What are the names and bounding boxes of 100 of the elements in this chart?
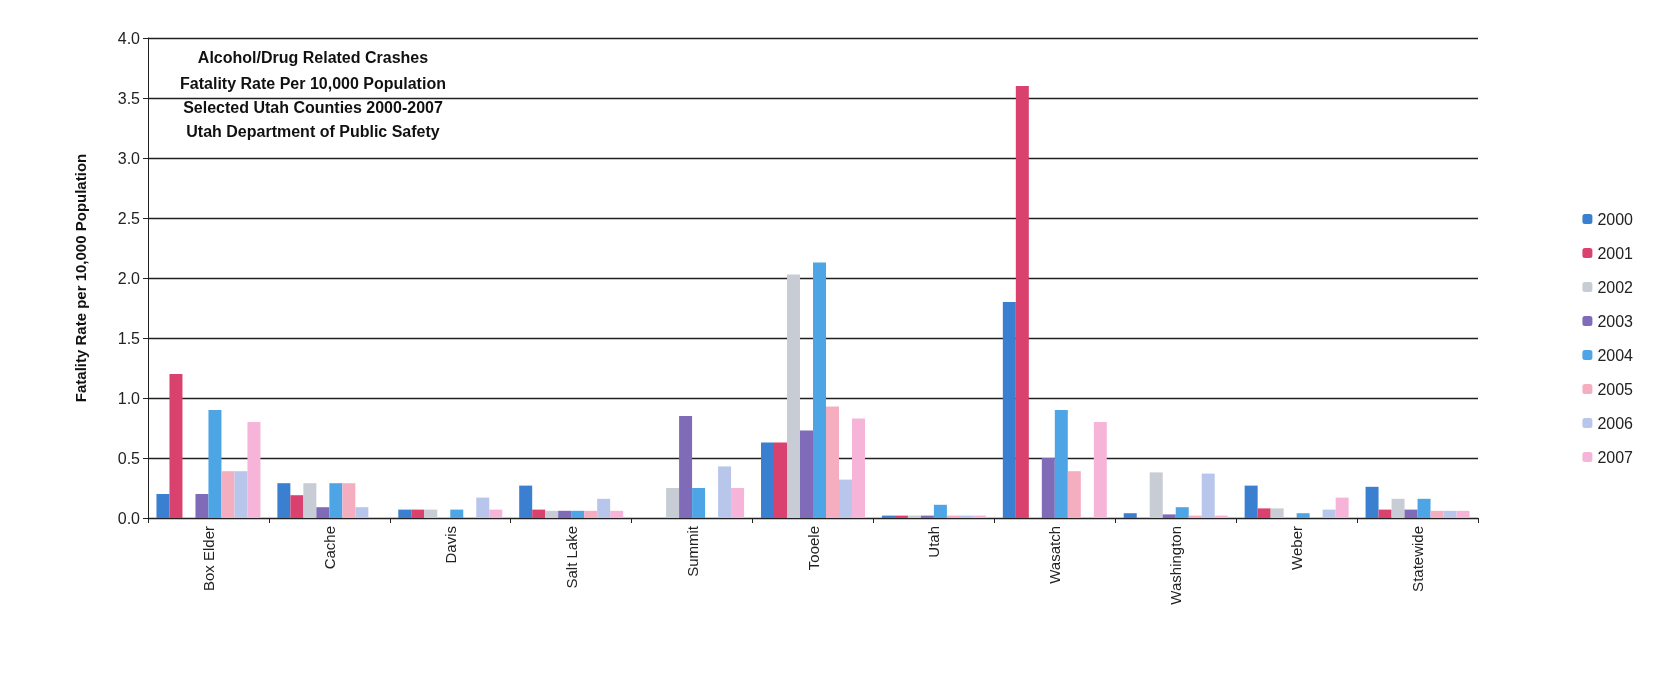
bar <box>221 471 235 518</box>
bar <box>1456 510 1470 518</box>
y-axis-title: Fatality Rate per 10,000 Population <box>72 153 89 403</box>
x-tick-label: Weber <box>1288 526 1306 570</box>
x-tick-label: Box Elder <box>199 526 217 592</box>
bar <box>450 509 464 518</box>
bar <box>398 509 412 518</box>
x-tick-label: Washington <box>1167 526 1185 605</box>
legend-label: 2002 <box>1597 278 1634 296</box>
bar <box>851 418 865 518</box>
bar <box>1335 497 1349 518</box>
bar <box>277 483 291 518</box>
bar <box>316 507 330 518</box>
bar <box>692 488 706 518</box>
legend-label: 2004 <box>1597 346 1634 364</box>
bar <box>1378 509 1392 518</box>
bar <box>1244 485 1258 518</box>
x-tick-label: Statewide <box>1409 526 1427 592</box>
text: Fatality Rate Per 10,000 Population <box>180 74 446 92</box>
x-tick-label: Tooele <box>804 526 822 571</box>
x-tick-label: Davis <box>441 526 459 564</box>
bar <box>169 374 183 518</box>
y-tick-label: 3.5 <box>117 89 141 107</box>
bar <box>571 510 585 518</box>
bar <box>1054 410 1068 518</box>
bar <box>156 494 170 518</box>
bar <box>234 471 248 518</box>
bar <box>195 494 209 518</box>
y-tick-label: 1.0 <box>117 389 141 407</box>
y-tick-label: 2.0 <box>117 269 141 287</box>
bar <box>666 488 680 518</box>
bar <box>813 262 826 518</box>
bar <box>1257 508 1271 518</box>
bar <box>1041 458 1055 518</box>
y-tick-label: 0.5 <box>117 449 141 467</box>
y-tick-label: 1.5 <box>117 329 141 347</box>
bar <box>1002 302 1016 518</box>
legend-label: 2005 <box>1597 380 1634 398</box>
bar <box>718 466 732 518</box>
legend-label: 2003 <box>1597 312 1634 330</box>
bar <box>1430 510 1444 518</box>
bar <box>1149 472 1163 518</box>
bar <box>1443 510 1457 518</box>
bar <box>597 498 611 518</box>
bar <box>489 509 503 518</box>
bar <box>584 510 598 518</box>
bar <box>1417 498 1431 518</box>
bar <box>355 507 369 518</box>
bar <box>558 510 572 518</box>
bar <box>303 483 317 518</box>
bar <box>787 274 800 518</box>
legend-label: 2001 <box>1597 244 1634 262</box>
x-tick-label: Cache <box>320 526 338 570</box>
x-tick-label: Wasatch <box>1046 526 1064 584</box>
bar <box>1123 513 1137 518</box>
bar <box>731 488 745 518</box>
bar <box>933 504 947 518</box>
bar <box>1404 509 1418 518</box>
bar <box>1270 508 1284 518</box>
bar <box>679 416 693 518</box>
bar <box>610 510 624 518</box>
x-tick-label: Utah <box>925 526 943 558</box>
x-tick-label: Salt Lake <box>562 526 580 589</box>
bar <box>1015 86 1029 518</box>
bar <box>290 495 304 518</box>
bar <box>476 497 490 518</box>
bar <box>1365 486 1379 518</box>
bar <box>545 510 559 518</box>
y-tick-label: 0.0 <box>117 509 141 527</box>
bar <box>411 509 425 518</box>
bar <box>532 509 546 518</box>
bar <box>826 406 839 518</box>
bar <box>800 430 813 518</box>
bar <box>1391 498 1405 518</box>
annotation: Utah Department of Public Safety <box>186 122 440 140</box>
y-tick-label: 3.0 <box>117 149 141 167</box>
bar <box>1067 471 1081 518</box>
bar <box>774 442 787 518</box>
bar <box>1296 513 1310 518</box>
bar <box>329 483 343 518</box>
bar <box>208 410 222 518</box>
bar <box>342 483 356 518</box>
bar <box>519 485 533 518</box>
x-tick-label: Summit <box>683 525 701 577</box>
annotation: Selected Utah Counties 2000-2007 <box>183 98 443 116</box>
legend-label: 2006 <box>1597 414 1634 432</box>
text: Alcohol/Drug Related Crashes <box>197 48 429 66</box>
y-tick-label: 2.5 <box>117 209 141 227</box>
bar <box>761 442 775 518</box>
legend-label: 2000 <box>1597 210 1634 228</box>
bar <box>839 479 852 518</box>
bar <box>1201 473 1215 518</box>
bar <box>424 509 438 518</box>
bar <box>1322 509 1336 518</box>
legend-label: 2007 <box>1597 448 1634 466</box>
bar <box>1162 514 1176 518</box>
bar <box>247 422 261 518</box>
bar <box>1093 422 1107 518</box>
bar <box>1175 507 1189 518</box>
y-tick-label: 4.0 <box>117 29 141 47</box>
